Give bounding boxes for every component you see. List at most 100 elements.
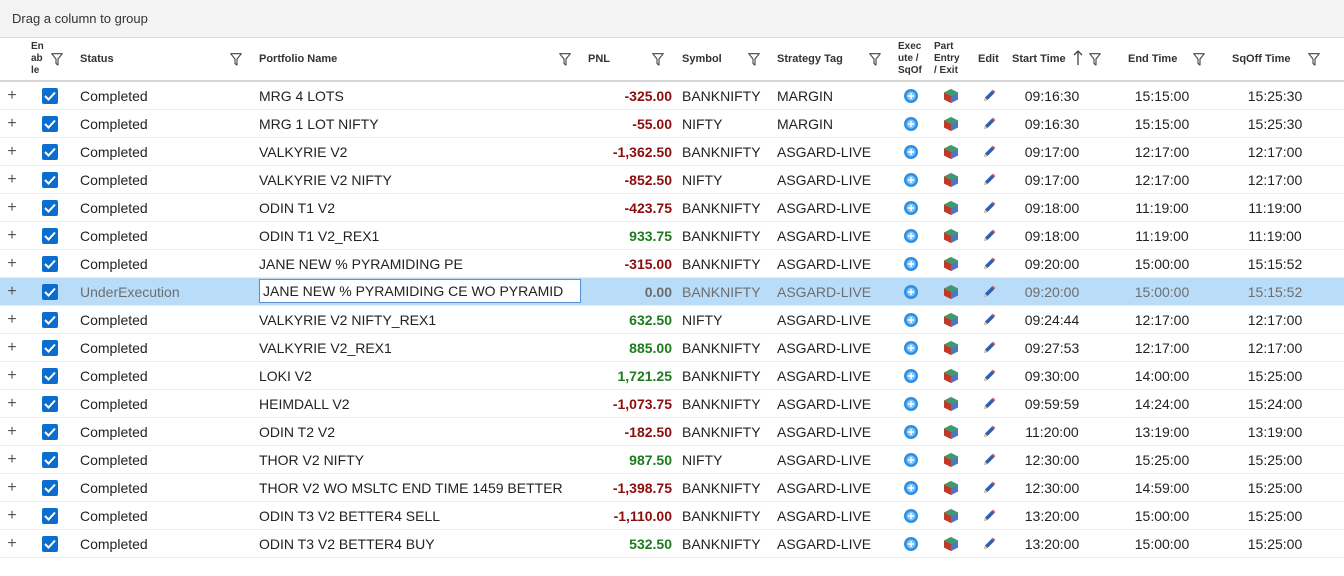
pencil-icon[interactable] — [981, 256, 997, 272]
portfolio-name-cell[interactable]: MRG 4 LOTS — [259, 87, 344, 104]
execute-sqoff-icon[interactable] — [903, 536, 919, 552]
enable-checkbox[interactable] — [42, 367, 58, 384]
col-header-strategy[interactable]: Strategy Tag — [777, 38, 862, 80]
sort-ascending-icon[interactable] — [1073, 50, 1083, 71]
col-header-end-time[interactable]: End Time — [1128, 38, 1188, 80]
table-row[interactable]: + Completed MRG 1 LOT NIFTY -55.00 NIFTY… — [0, 110, 1344, 138]
table-row[interactable]: + Completed LOKI V2 1,721.25 BANKNIFTY A… — [0, 362, 1344, 390]
pencil-icon[interactable] — [981, 228, 997, 244]
enable-checkbox[interactable] — [42, 171, 58, 188]
plus-icon[interactable]: + — [7, 506, 17, 524]
part-entry-exit-icon[interactable] — [943, 312, 959, 328]
execute-sqoff-icon[interactable] — [903, 396, 919, 412]
portfolio-name-cell[interactable]: ODIN T1 V2 — [259, 199, 335, 216]
pencil-icon[interactable] — [981, 480, 997, 496]
filter-icon[interactable] — [51, 53, 63, 66]
execute-sqoff-icon[interactable] — [903, 480, 919, 496]
plus-icon[interactable]: + — [7, 450, 17, 468]
plus-icon[interactable]: + — [7, 86, 17, 104]
pencil-icon[interactable] — [981, 284, 997, 300]
portfolio-name-cell[interactable]: HEIMDALL V2 — [259, 395, 350, 412]
table-row[interactable]: + Completed VALKYRIE V2_REX1 885.00 BANK… — [0, 334, 1344, 362]
enable-checkbox[interactable] — [42, 87, 58, 104]
col-header-sqoff-time[interactable]: SqOff Time — [1232, 38, 1302, 80]
pencil-icon[interactable] — [981, 200, 997, 216]
portfolio-name-cell[interactable]: VALKYRIE V2 NIFTY — [259, 171, 392, 188]
table-row[interactable]: + UnderExecution JANE NEW % PYRAMIDING C… — [0, 278, 1344, 306]
filter-icon[interactable] — [1089, 53, 1101, 66]
plus-icon[interactable]: + — [7, 282, 17, 300]
enable-checkbox[interactable] — [42, 479, 58, 496]
table-row[interactable]: + Completed JANE NEW % PYRAMIDING PE -31… — [0, 250, 1344, 278]
enable-checkbox[interactable] — [42, 423, 58, 440]
col-header-part-entry-exit[interactable]: Part Entry / Exit — [934, 38, 968, 80]
portfolio-name-cell[interactable]: VALKYRIE V2_REX1 — [259, 339, 392, 356]
portfolio-name-cell[interactable]: THOR V2 NIFTY — [259, 451, 365, 468]
table-row[interactable]: + Completed ODIN T1 V2 -423.75 BANKNIFTY… — [0, 194, 1344, 222]
portfolio-name-cell[interactable]: JANE NEW % PYRAMIDING CE WO PYRAMID — [263, 283, 564, 299]
part-entry-exit-icon[interactable] — [943, 172, 959, 188]
portfolio-name-cell[interactable]: ODIN T2 V2 — [259, 423, 335, 440]
plus-icon[interactable]: + — [7, 170, 17, 188]
portfolio-name-cell[interactable]: ODIN T1 V2_REX1 — [259, 227, 380, 244]
pencil-icon[interactable] — [981, 340, 997, 356]
filter-icon[interactable] — [748, 53, 760, 66]
filter-icon[interactable] — [652, 53, 664, 66]
execute-sqoff-icon[interactable] — [903, 144, 919, 160]
pencil-icon[interactable] — [981, 424, 997, 440]
table-row[interactable]: + Completed MRG 4 LOTS -325.00 BANKNIFTY… — [0, 82, 1344, 110]
col-header-portfolio[interactable]: Portfolio Name — [259, 38, 549, 80]
plus-icon[interactable]: + — [7, 338, 17, 356]
filter-icon[interactable] — [230, 53, 242, 66]
part-entry-exit-icon[interactable] — [943, 396, 959, 412]
table-row[interactable]: + Completed VALKYRIE V2 -1,362.50 BANKNI… — [0, 138, 1344, 166]
col-header-start-time[interactable]: Start Time — [1012, 38, 1072, 80]
execute-sqoff-icon[interactable] — [903, 256, 919, 272]
part-entry-exit-icon[interactable] — [943, 256, 959, 272]
table-row[interactable]: + Completed THOR V2 WO MSLTC END TIME 14… — [0, 474, 1344, 502]
table-row[interactable]: + Completed HEIMDALL V2 -1,073.75 BANKNI… — [0, 390, 1344, 418]
pencil-icon[interactable] — [981, 144, 997, 160]
enable-checkbox[interactable] — [42, 395, 58, 412]
table-row[interactable]: + Completed ODIN T3 V2 BETTER4 SELL -1,1… — [0, 502, 1344, 530]
pencil-icon[interactable] — [981, 312, 997, 328]
pencil-icon[interactable] — [981, 508, 997, 524]
plus-icon[interactable]: + — [7, 254, 17, 272]
execute-sqoff-icon[interactable] — [903, 116, 919, 132]
part-entry-exit-icon[interactable] — [943, 368, 959, 384]
table-row[interactable]: + Completed ODIN T2 V2 -182.50 BANKNIFTY… — [0, 418, 1344, 446]
execute-sqoff-icon[interactable] — [903, 172, 919, 188]
col-header-execute[interactable]: Exec ute / SqOf — [898, 38, 928, 80]
execute-sqoff-icon[interactable] — [903, 228, 919, 244]
part-entry-exit-icon[interactable] — [943, 284, 959, 300]
enable-checkbox[interactable] — [42, 283, 58, 300]
enable-checkbox[interactable] — [42, 535, 58, 552]
group-by-panel[interactable]: Drag a column to group — [0, 0, 1344, 38]
col-header-edit[interactable]: Edit — [978, 38, 1002, 80]
enable-checkbox[interactable] — [42, 227, 58, 244]
filter-icon[interactable] — [1308, 53, 1320, 66]
col-header-symbol[interactable]: Symbol — [682, 38, 742, 80]
part-entry-exit-icon[interactable] — [943, 144, 959, 160]
execute-sqoff-icon[interactable] — [903, 88, 919, 104]
execute-sqoff-icon[interactable] — [903, 368, 919, 384]
enable-checkbox[interactable] — [42, 507, 58, 524]
part-entry-exit-icon[interactable] — [943, 452, 959, 468]
col-header-pnl[interactable]: PNL — [588, 38, 638, 80]
enable-checkbox[interactable] — [42, 451, 58, 468]
filter-icon[interactable] — [869, 53, 881, 66]
execute-sqoff-icon[interactable] — [903, 312, 919, 328]
portfolio-name-cell[interactable]: VALKYRIE V2 — [259, 143, 348, 160]
pencil-icon[interactable] — [981, 116, 997, 132]
execute-sqoff-icon[interactable] — [903, 200, 919, 216]
enable-checkbox[interactable] — [42, 311, 58, 328]
pencil-icon[interactable] — [981, 172, 997, 188]
plus-icon[interactable]: + — [7, 142, 17, 160]
plus-icon[interactable]: + — [7, 226, 17, 244]
part-entry-exit-icon[interactable] — [943, 228, 959, 244]
plus-icon[interactable]: + — [7, 478, 17, 496]
execute-sqoff-icon[interactable] — [903, 424, 919, 440]
pencil-icon[interactable] — [981, 452, 997, 468]
pencil-icon[interactable] — [981, 368, 997, 384]
table-row[interactable]: + Completed ODIN T1 V2_REX1 933.75 BANKN… — [0, 222, 1344, 250]
